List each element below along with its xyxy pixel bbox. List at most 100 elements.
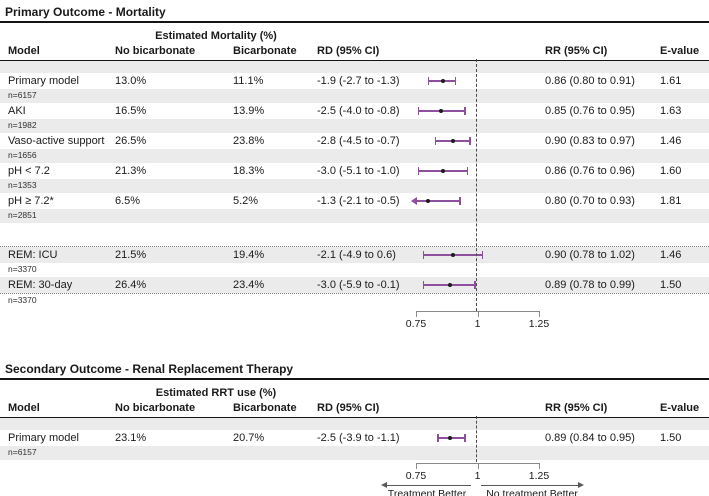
- no-bicarbonate-cell: 26.4%: [115, 279, 147, 291]
- rr-cell: 0.86 (0.80 to 0.91): [545, 75, 635, 87]
- ci-line: [416, 200, 461, 202]
- sample-size-row: n=1353: [0, 179, 709, 193]
- model-cell: pH < 7.2: [8, 165, 50, 177]
- point-estimate-dot: [450, 252, 455, 257]
- sample-size-row: n=6157: [0, 89, 709, 103]
- rd-cell: -2.5 (-4.0 to -0.8): [317, 105, 400, 117]
- rd-cell: -2.1 (-4.9 to 0.6): [317, 249, 396, 261]
- axis-tick-label: 1: [474, 318, 481, 330]
- table-row: REM: 30-day 26.4% 23.4% -3.0 (-5.9 to -0.1)…: [0, 277, 709, 293]
- rr-cell: 0.90 (0.83 to 0.97): [545, 135, 635, 147]
- ci-cap-high: [481, 251, 484, 259]
- ci-cap-low: [417, 167, 420, 175]
- ci-cap-high: [454, 77, 457, 85]
- estimated-mortality-header: Estimated Mortality (%): [155, 30, 277, 42]
- primary-axis-area: 0.75 1 1.25: [0, 308, 709, 344]
- table-row: Vaso-active support 26.5% 23.8% -2.8 (-4.5 …: [0, 133, 709, 149]
- col-header-plot-spacer: [410, 401, 545, 415]
- model-cell: Primary model: [8, 432, 79, 444]
- table-row: Primary model 13.0% 11.1% -1.9 (-2.7 to -1.…: [0, 73, 709, 89]
- ci-cap-low: [437, 434, 439, 442]
- axis-tick: [539, 463, 540, 469]
- rd-cell: -1.9 (-2.7 to -1.3): [317, 75, 400, 87]
- sample-size-row: n=6157: [0, 446, 709, 460]
- col-header-rr: RR (95% CI): [545, 402, 608, 414]
- evalue-cell: 1.50: [660, 432, 682, 444]
- model-cell: AKI: [8, 105, 26, 117]
- bicarbonate-cell: 19.4%: [233, 249, 265, 261]
- secondary-outcome-section: Secondary Outcome - Renal Replacement Th…: [0, 357, 709, 496]
- direction-label-left: Treatment Better: [387, 488, 467, 496]
- evalue-cell: 1.61: [660, 75, 682, 87]
- left-arrowhead-icon: [381, 482, 387, 488]
- axis-tick-label: 0.75: [405, 318, 427, 330]
- ci-cap-low: [434, 137, 437, 145]
- no-bicarbonate-cell: 26.5%: [115, 135, 147, 147]
- rem-section: REM: ICU 21.5% 19.4% -2.1 (-4.9 to 0.6) 0.90…: [0, 246, 709, 294]
- column-group-header-row: Estimated Mortality (%): [0, 29, 709, 43]
- bicarbonate-cell: 18.3%: [233, 165, 265, 177]
- table-row: AKI 16.5% 13.9% -2.5 (-4.0 to -0.8) 0.85 (0.…: [0, 103, 709, 119]
- evalue-cell: 1.50: [660, 279, 682, 291]
- secondary-axis-area: Treatment Better No treatment Better 0.7…: [0, 460, 709, 496]
- ci-cap-high: [464, 107, 466, 115]
- rd-cell: -3.0 (-5.1 to -1.0): [317, 165, 400, 177]
- axis-tick-label: 1.25: [528, 318, 550, 330]
- col-header-bicarbonate: Bicarbonate: [233, 45, 297, 57]
- sample-size-row: n=1982: [0, 119, 709, 133]
- col-header-no-bicarbonate: No bicarbonate: [115, 402, 196, 414]
- reference-line-dashed: [476, 59, 477, 311]
- bicarbonate-cell: 20.7%: [233, 432, 265, 444]
- rr-cell: 0.85 (0.76 to 0.95): [545, 105, 635, 117]
- primary-rows: Primary model 13.0% 11.1% -1.9 (-2.7 to -1.…: [0, 73, 709, 308]
- section-gap: [0, 223, 709, 246]
- col-header-model: Model: [8, 402, 40, 414]
- direction-label-right: No treatment Better: [486, 488, 578, 496]
- secondary-section-title: Secondary Outcome - Renal Replacement Th…: [0, 357, 709, 380]
- point-estimate-dot: [450, 138, 455, 143]
- rr-cell: 0.86 (0.76 to 0.96): [545, 165, 635, 177]
- axis-tick: [416, 311, 417, 317]
- ci-cap-high: [469, 137, 471, 145]
- axis-tick-label: 1.25: [528, 470, 550, 482]
- primary-table-header-row: Model No bicarbonate Bicarbonate RD (95%…: [0, 43, 709, 61]
- no-bicarbonate-cell: 6.5%: [115, 195, 141, 207]
- sample-size-row: n=2851: [0, 209, 709, 223]
- bicarbonate-cell: 13.9%: [233, 105, 265, 117]
- model-cell: pH ≥ 7.2*: [8, 195, 54, 207]
- rr-cell: 0.89 (0.84 to 0.95): [545, 432, 635, 444]
- rd-cell: -1.3 (-2.1 to -0.5): [317, 195, 400, 207]
- col-header-rd: RD (95% CI): [317, 402, 380, 414]
- forest-plot-cell: [410, 163, 545, 179]
- evalue-cell: 1.46: [660, 249, 682, 261]
- col-header-model: Model: [8, 45, 40, 57]
- col-header-no-bicarbonate: No bicarbonate: [115, 45, 196, 57]
- bicarbonate-cell: 5.2%: [233, 195, 259, 207]
- no-bicarbonate-cell: 21.5%: [115, 249, 147, 261]
- rd-cell: -2.8 (-4.5 to -0.7): [317, 135, 400, 147]
- col-header-evalue: E-value: [660, 45, 700, 57]
- col-header-rd: RD (95% CI): [317, 45, 380, 57]
- estimated-rrt-header: Estimated RRT use (%): [155, 387, 277, 399]
- axis-tick: [477, 311, 479, 317]
- sample-size-row: n=3370: [8, 295, 37, 305]
- no-bicarbonate-cell: 16.5%: [115, 105, 147, 117]
- axis-tick-label: 0.75: [405, 470, 427, 482]
- rr-cell: 0.80 (0.70 to 0.93): [545, 195, 635, 207]
- model-cell: REM: ICU: [8, 249, 58, 261]
- forest-plot-cell: [410, 430, 545, 446]
- model-cell: Vaso-active support: [8, 135, 105, 147]
- col-header-rr: RR (95% CI): [545, 45, 608, 57]
- model-cell: REM: 30-day: [8, 279, 73, 291]
- point-estimate-dot: [448, 282, 453, 287]
- model-cell: Primary model: [8, 75, 79, 87]
- shaded-spacer: [0, 418, 709, 430]
- bicarbonate-cell: 23.8%: [233, 135, 265, 147]
- forest-plot-cell: [410, 133, 545, 149]
- rr-cell: 0.89 (0.78 to 0.99): [545, 279, 635, 291]
- primary-section-title: Primary Outcome - Mortality: [0, 0, 709, 23]
- sample-size-row: n=1656: [0, 149, 709, 163]
- shaded-spacer: [0, 61, 709, 73]
- ci-cap-low: [427, 77, 430, 85]
- primary-outcome-section: Primary Outcome - Mortality Estimated Mo…: [0, 0, 709, 344]
